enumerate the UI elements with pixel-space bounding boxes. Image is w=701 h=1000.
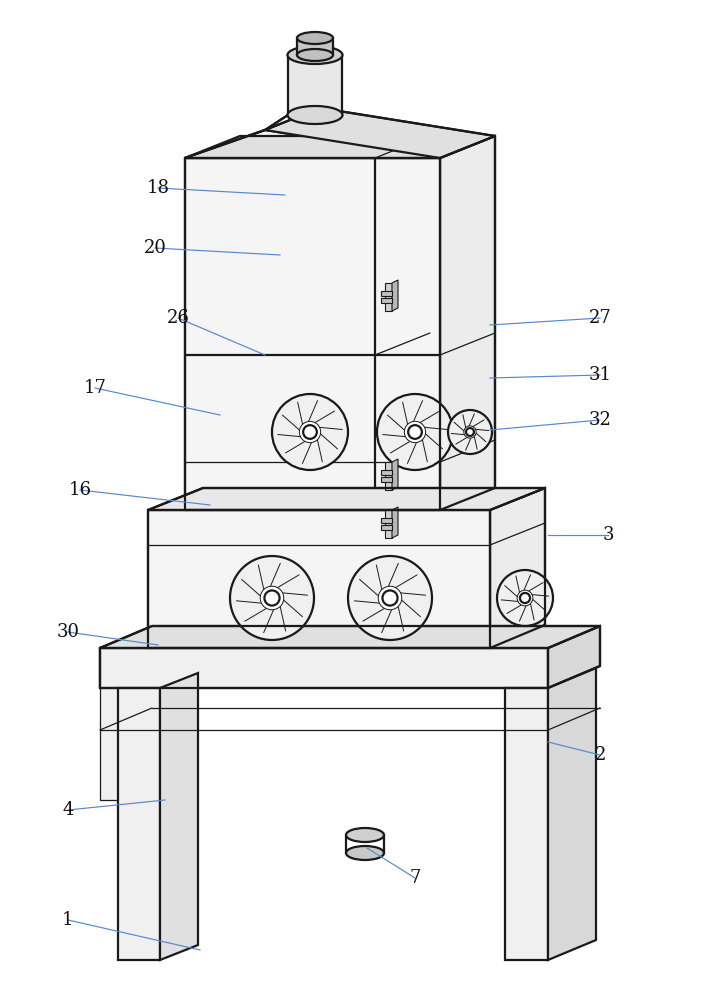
Polygon shape (148, 510, 490, 648)
Circle shape (230, 556, 314, 640)
Polygon shape (100, 626, 600, 648)
Ellipse shape (297, 32, 333, 44)
Text: 1: 1 (62, 911, 74, 929)
Circle shape (303, 425, 317, 439)
Circle shape (272, 394, 348, 470)
Polygon shape (505, 688, 548, 960)
Circle shape (260, 586, 284, 610)
Polygon shape (185, 158, 440, 510)
Polygon shape (100, 626, 198, 648)
Polygon shape (100, 648, 160, 688)
Polygon shape (100, 648, 118, 800)
Polygon shape (185, 130, 440, 158)
Polygon shape (160, 673, 198, 960)
Polygon shape (381, 477, 392, 482)
Text: 31: 31 (589, 366, 611, 384)
Circle shape (466, 428, 474, 436)
Polygon shape (392, 459, 398, 490)
Polygon shape (490, 488, 545, 648)
Circle shape (379, 586, 402, 610)
Text: 30: 30 (57, 623, 79, 641)
Text: 27: 27 (589, 309, 611, 327)
Ellipse shape (287, 46, 343, 64)
Text: 3: 3 (602, 526, 614, 544)
Polygon shape (381, 518, 392, 523)
Circle shape (348, 556, 432, 640)
Circle shape (264, 590, 280, 606)
Polygon shape (381, 525, 392, 530)
Text: 17: 17 (83, 379, 107, 397)
Polygon shape (297, 38, 333, 55)
Circle shape (408, 425, 422, 439)
Circle shape (377, 394, 453, 470)
Polygon shape (548, 626, 600, 688)
Circle shape (448, 410, 492, 454)
Text: 18: 18 (147, 179, 170, 197)
Circle shape (383, 590, 397, 606)
Polygon shape (548, 668, 596, 960)
Polygon shape (385, 283, 392, 311)
Polygon shape (265, 108, 495, 158)
Polygon shape (100, 648, 548, 688)
Circle shape (404, 421, 426, 443)
Polygon shape (440, 136, 495, 510)
Text: 16: 16 (69, 481, 92, 499)
Circle shape (497, 570, 553, 626)
Polygon shape (148, 488, 545, 510)
Polygon shape (392, 507, 398, 538)
Polygon shape (288, 55, 342, 115)
Polygon shape (385, 462, 392, 490)
Ellipse shape (346, 846, 384, 860)
Polygon shape (385, 510, 392, 538)
Text: 4: 4 (62, 801, 74, 819)
Polygon shape (185, 136, 495, 158)
Text: 32: 32 (589, 411, 611, 429)
Polygon shape (381, 298, 392, 303)
Ellipse shape (297, 49, 333, 61)
Text: 26: 26 (167, 309, 189, 327)
Polygon shape (381, 291, 392, 296)
Polygon shape (392, 280, 398, 311)
Text: 2: 2 (594, 746, 606, 764)
Text: 20: 20 (144, 239, 166, 257)
Polygon shape (118, 688, 160, 960)
Circle shape (520, 593, 530, 603)
Polygon shape (381, 470, 392, 475)
Text: 7: 7 (409, 869, 421, 887)
Circle shape (464, 426, 476, 438)
Ellipse shape (287, 106, 343, 124)
Circle shape (517, 590, 533, 606)
Circle shape (299, 421, 320, 443)
Ellipse shape (346, 828, 384, 842)
